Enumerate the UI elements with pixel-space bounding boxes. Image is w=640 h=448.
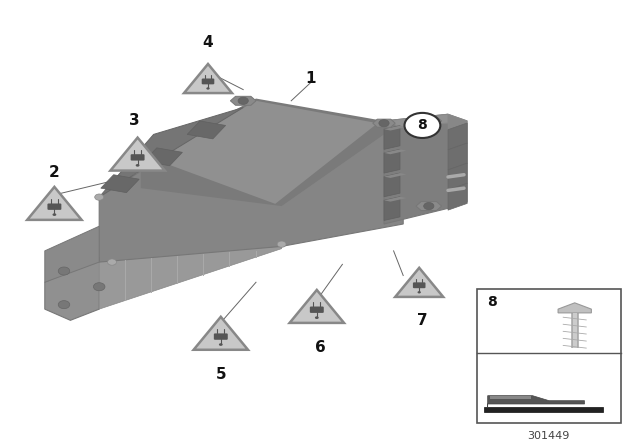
Circle shape	[206, 87, 210, 90]
Circle shape	[58, 301, 70, 309]
Circle shape	[315, 316, 319, 319]
Text: 301449: 301449	[527, 431, 570, 441]
Polygon shape	[484, 407, 603, 412]
Polygon shape	[110, 138, 165, 171]
Circle shape	[379, 120, 389, 127]
Polygon shape	[28, 187, 82, 220]
Circle shape	[277, 241, 286, 247]
Text: 3: 3	[129, 113, 140, 129]
Polygon shape	[99, 108, 403, 262]
Text: 1: 1	[305, 71, 316, 86]
Polygon shape	[488, 396, 584, 407]
Polygon shape	[448, 123, 467, 150]
Polygon shape	[448, 183, 467, 210]
Polygon shape	[448, 163, 467, 190]
Circle shape	[424, 117, 434, 125]
FancyBboxPatch shape	[214, 333, 228, 340]
Text: 2: 2	[49, 165, 60, 180]
Polygon shape	[384, 125, 400, 149]
Polygon shape	[448, 114, 467, 208]
Polygon shape	[101, 175, 140, 193]
Circle shape	[219, 343, 223, 346]
Text: 8: 8	[487, 295, 497, 309]
FancyBboxPatch shape	[47, 203, 61, 210]
Polygon shape	[490, 396, 531, 399]
Polygon shape	[154, 101, 378, 204]
Polygon shape	[384, 197, 406, 202]
Polygon shape	[99, 108, 243, 197]
Polygon shape	[290, 290, 344, 323]
Polygon shape	[384, 173, 400, 197]
Polygon shape	[448, 143, 467, 170]
Circle shape	[417, 291, 421, 293]
Polygon shape	[384, 149, 406, 154]
Polygon shape	[372, 119, 395, 127]
Text: 6: 6	[315, 340, 325, 355]
FancyBboxPatch shape	[310, 306, 324, 313]
Polygon shape	[184, 64, 232, 93]
Polygon shape	[193, 317, 248, 350]
FancyBboxPatch shape	[413, 282, 426, 288]
Circle shape	[58, 267, 70, 275]
Polygon shape	[230, 96, 256, 105]
Polygon shape	[384, 125, 406, 130]
Polygon shape	[416, 116, 442, 125]
Polygon shape	[45, 226, 99, 282]
Circle shape	[404, 113, 440, 138]
FancyBboxPatch shape	[131, 154, 145, 160]
Circle shape	[108, 259, 116, 265]
Polygon shape	[187, 121, 226, 139]
Circle shape	[424, 202, 434, 210]
Circle shape	[93, 283, 105, 291]
Polygon shape	[416, 202, 442, 211]
Polygon shape	[384, 173, 406, 178]
Polygon shape	[144, 148, 182, 166]
Polygon shape	[99, 202, 282, 309]
Circle shape	[136, 164, 140, 167]
Text: 7: 7	[417, 313, 428, 328]
Circle shape	[52, 213, 56, 216]
Circle shape	[95, 194, 104, 200]
Text: 8: 8	[417, 118, 428, 133]
Circle shape	[238, 97, 248, 104]
Polygon shape	[396, 268, 443, 297]
FancyBboxPatch shape	[477, 289, 621, 423]
Polygon shape	[384, 114, 448, 224]
FancyBboxPatch shape	[202, 78, 214, 84]
Polygon shape	[384, 197, 400, 220]
Polygon shape	[384, 149, 400, 173]
Polygon shape	[45, 258, 112, 320]
Text: 4: 4	[203, 35, 213, 50]
Polygon shape	[384, 114, 467, 128]
Polygon shape	[558, 303, 591, 313]
Polygon shape	[141, 99, 384, 206]
Text: 5: 5	[216, 366, 226, 382]
